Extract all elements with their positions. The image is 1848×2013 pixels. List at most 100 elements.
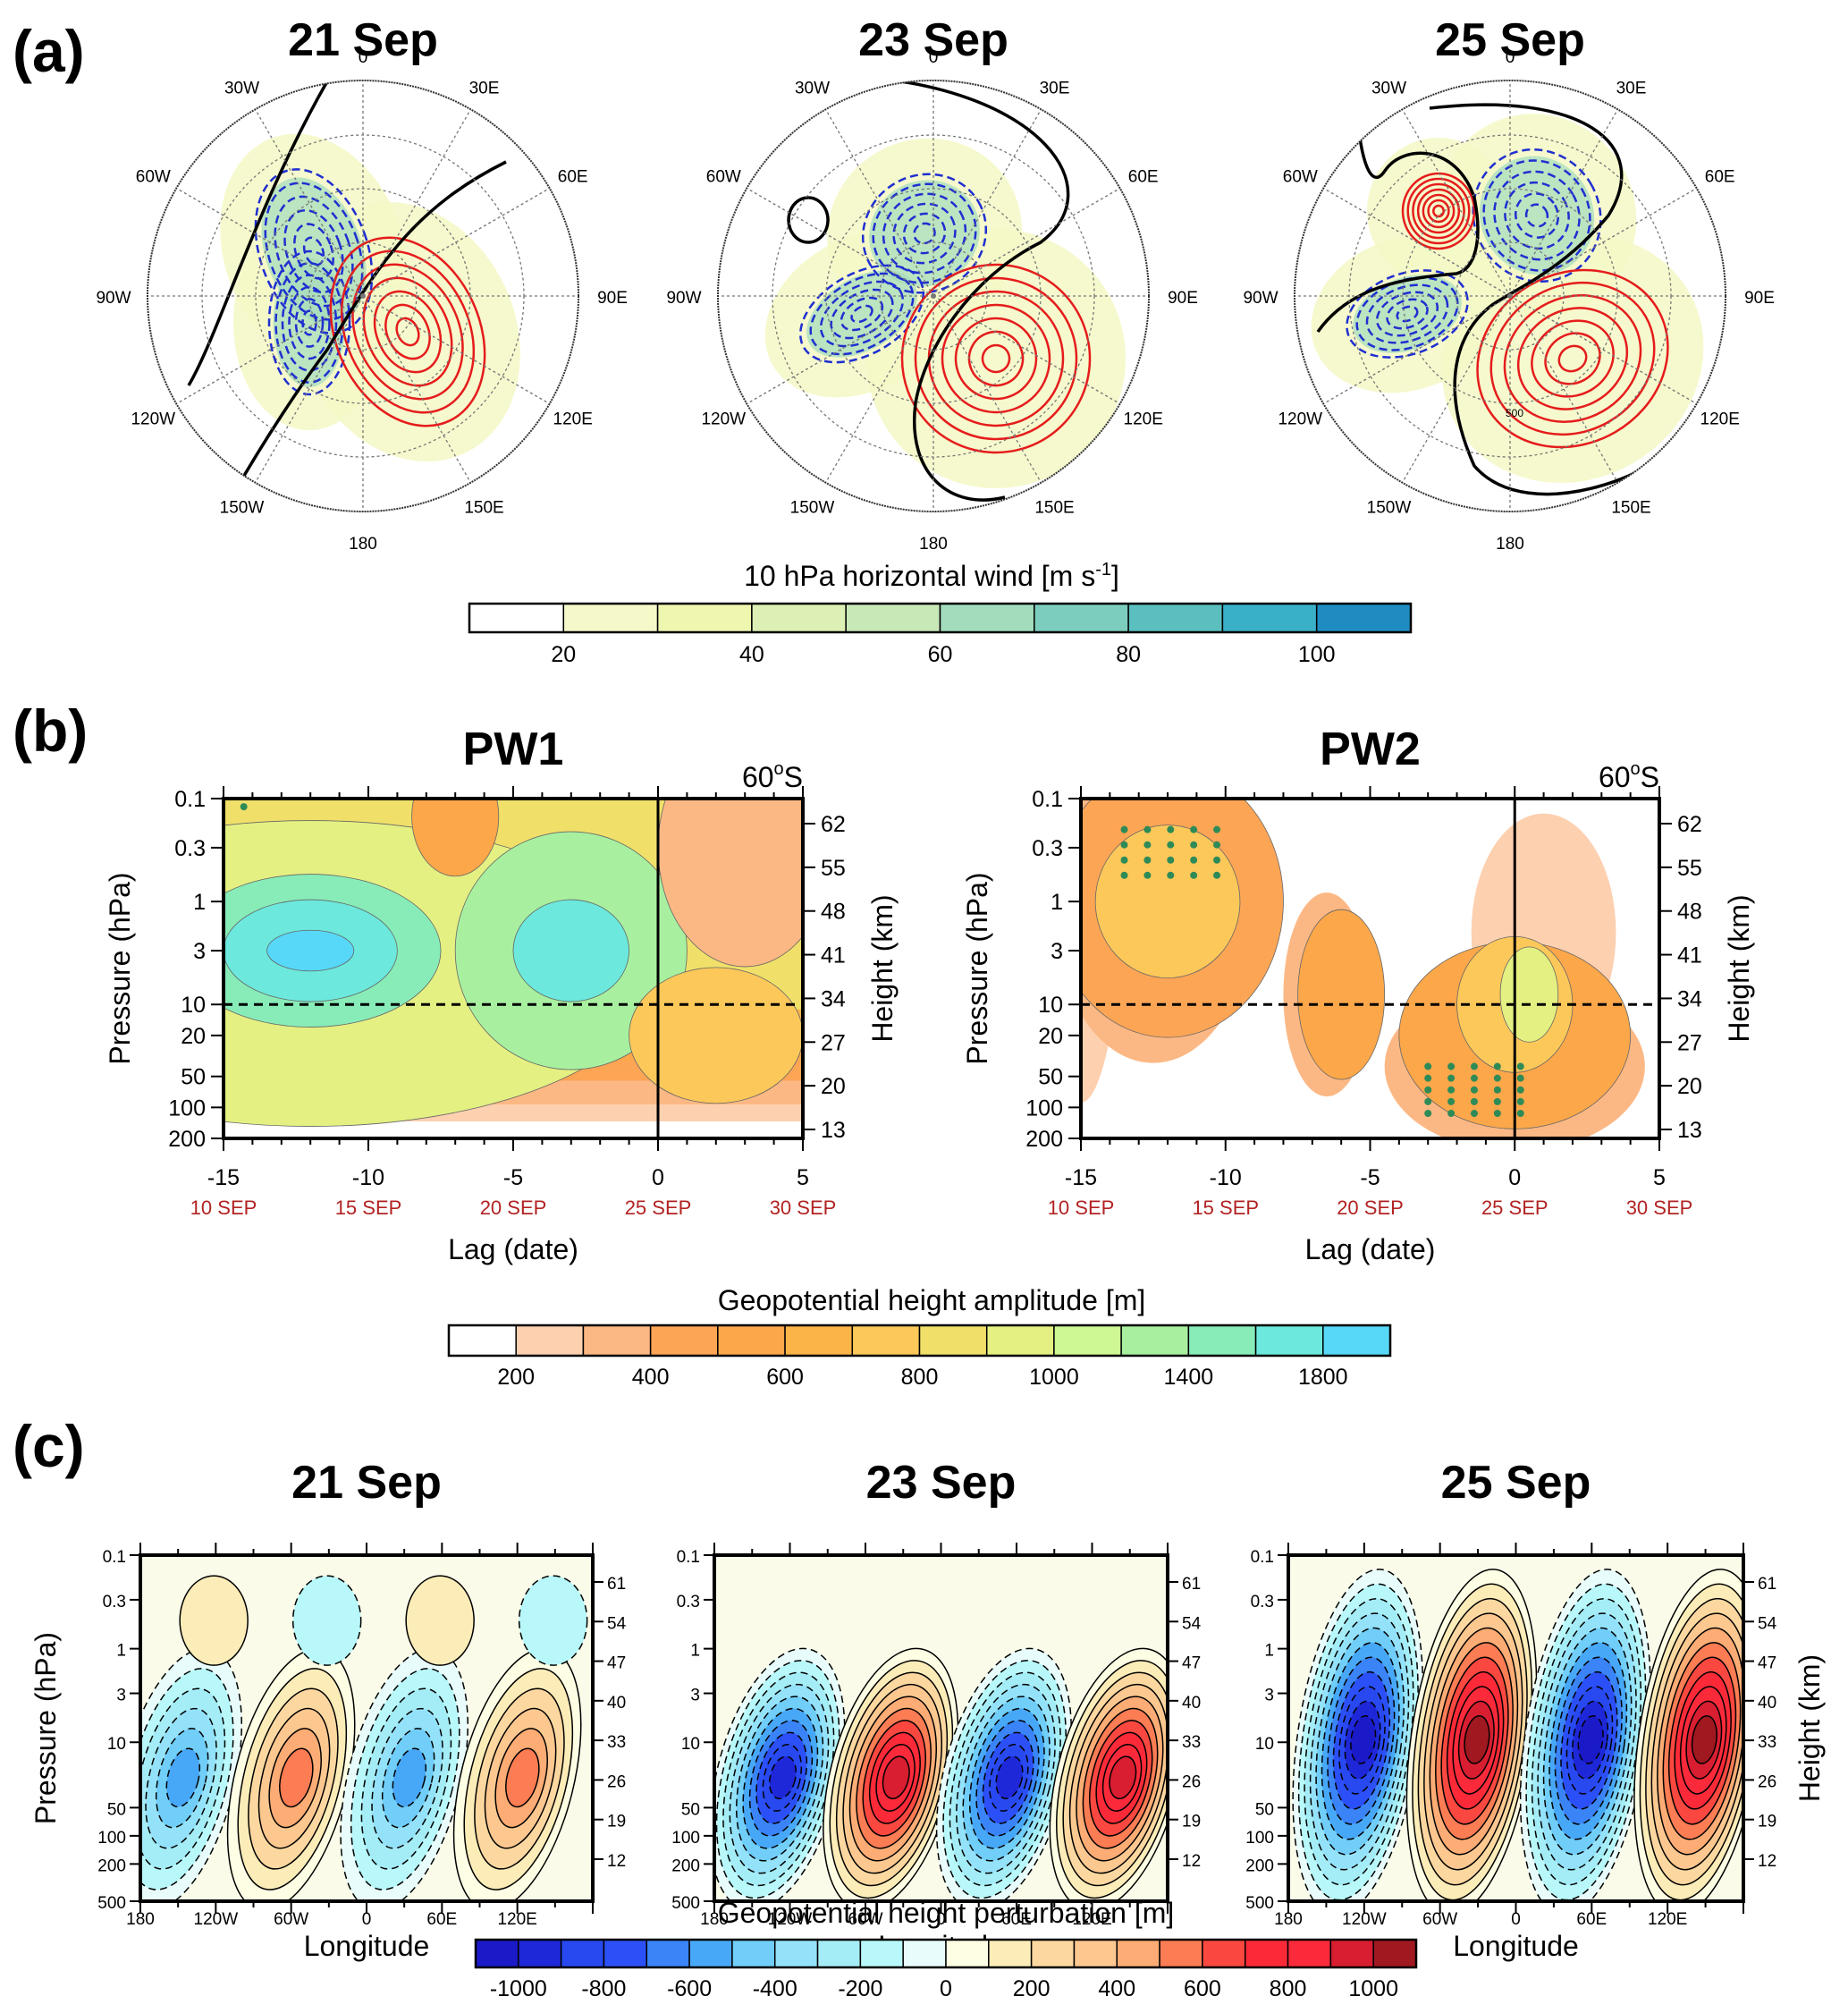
colorbar-a-title: 10 hPa horizontal wind [m s-1]: [744, 560, 1119, 592]
y-tick-label: 10: [107, 1735, 126, 1754]
y-tick-label: 10: [681, 1735, 700, 1754]
colorbar-c-box: [560, 1939, 605, 1968]
longitude-label: 180: [919, 535, 948, 554]
colorbar-c-tick-label: 200: [1013, 1976, 1051, 2001]
height-axis-label: Height (km): [1793, 1654, 1826, 1802]
significance-dot: [1470, 1086, 1478, 1094]
meridian-line: [824, 295, 934, 484]
colorbar-c-frame: [474, 1938, 1418, 1969]
y-tick-label: 10: [1255, 1735, 1274, 1754]
negative-contour: [1386, 298, 1429, 330]
longitude-label: 120W: [701, 410, 746, 429]
colorbar-c-tick-label: -400: [753, 1976, 797, 2001]
significance-dot: [1493, 1062, 1501, 1070]
colorbar-b-box: [1053, 1324, 1122, 1357]
negative-perturbation-contour: [769, 1755, 797, 1799]
significance-dot: [1493, 1110, 1501, 1118]
significance-dot: [1424, 1074, 1432, 1082]
y-tick-label: 0.1: [174, 787, 206, 812]
meridian-line: [1322, 295, 1511, 405]
meridian-line: [175, 187, 364, 297]
longitude-label: 90E: [1744, 289, 1775, 308]
colorbar-c-box: [902, 1939, 947, 1968]
height-tick-label: 33: [1182, 1733, 1201, 1752]
longitude-label: 30E: [1616, 79, 1647, 97]
negative-contour: [1514, 192, 1560, 239]
x-tick-label: 0: [1511, 1910, 1521, 1929]
meridian-line: [362, 295, 551, 405]
significance-dot: [1213, 841, 1221, 849]
wind-fill-60: [1479, 156, 1595, 275]
colorbar-c-box: [1372, 1939, 1417, 1968]
height-tick-label: 19: [1758, 1813, 1776, 1831]
negative-contour: [1396, 305, 1419, 323]
height-tick-label: 55: [1677, 856, 1702, 881]
longitude-label: 60W: [136, 168, 171, 187]
x-tick-label: 120W: [1342, 1910, 1387, 1929]
longitude-label: 30W: [795, 79, 830, 97]
height-tick-label: 54: [1758, 1614, 1777, 1633]
meridian-line: [175, 295, 364, 405]
meridian-line: [746, 295, 934, 405]
positive-contour: [1503, 294, 1642, 423]
height-tick-label: 62: [1677, 812, 1702, 837]
lag-panel-2: PW2 60oS -15 10 SEP -10 15 SEP -5 20 SEP 0 25 SEP…: [961, 723, 1755, 1265]
significance-dot: [1447, 1097, 1456, 1105]
height-tick-label: 26: [1758, 1772, 1776, 1791]
meridian-line: [932, 187, 1121, 297]
height-tick-label: 34: [821, 986, 846, 1011]
negative-contour: [902, 212, 947, 255]
longitude-label: 150E: [1034, 499, 1074, 518]
height-tick-label: 54: [1182, 1614, 1202, 1633]
colorbar-a-box: [562, 603, 659, 633]
colorbar-b-box: [448, 1324, 517, 1357]
wind-fill-20: [866, 229, 1126, 488]
wind-shading: [220, 133, 520, 462]
positive-perturbation-contour: [1109, 1755, 1137, 1799]
colorbar-b-box: [582, 1324, 652, 1357]
longitude-label: 30E: [1040, 79, 1070, 97]
y-tick-label: 200: [97, 1857, 126, 1875]
colorbar-c-tick-label: 0: [940, 1976, 952, 2001]
longitude-label: 120W: [131, 410, 175, 429]
positive-contour: [981, 343, 1011, 374]
negative-contour: [882, 192, 967, 275]
x-tick-label: 60E: [1576, 1910, 1607, 1929]
longitude-label: 150E: [464, 499, 503, 518]
significance-dot: [1167, 825, 1175, 833]
x-tick-label: 120W: [768, 1910, 813, 1929]
date-label: 30 SEP: [1626, 1197, 1693, 1219]
significance-dot: [1516, 1097, 1524, 1105]
colorbar-b-box: [1254, 1324, 1324, 1357]
zero-contour: [1316, 116, 1480, 334]
x-axis-label: Lag (date): [448, 1233, 578, 1265]
negative-contour: [264, 182, 364, 321]
x-tick-label: -5: [1360, 1165, 1380, 1190]
x-tick-label: 0: [936, 1910, 946, 1929]
significance-dot: [1190, 856, 1198, 864]
longitude-label: 150E: [1611, 499, 1650, 518]
negative-perturbation-contour: [392, 1747, 427, 1808]
positive-contour: [1432, 204, 1445, 218]
height-tick-label: 40: [607, 1694, 626, 1713]
x-tick-label: 5: [797, 1165, 809, 1190]
map-boundary: [717, 80, 1150, 512]
negative-contour: [1472, 148, 1602, 283]
colorbar-c-title: Geopotential height perturbation [m]: [718, 1897, 1175, 1929]
polar-map-body: [148, 80, 578, 512]
meridian-line: [824, 108, 934, 297]
y-tick-label: 100: [671, 1829, 700, 1848]
colorbar-b-tick-label: 1800: [1298, 1365, 1348, 1390]
significance-dot: [1143, 871, 1152, 879]
colorbar-c-tick-label: 800: [1270, 1976, 1307, 2001]
colorbar-b-frame: [447, 1324, 1392, 1358]
colorbar-c-box: [1030, 1939, 1076, 1968]
longitude-label: 150W: [220, 499, 265, 518]
y-tick-label: 100: [168, 1095, 206, 1121]
y-tick-label: 0.3: [1251, 1593, 1274, 1611]
colorbar-a-tick-label: 60: [928, 642, 953, 667]
significance-dot: [1120, 825, 1128, 833]
significance-dot: [240, 803, 248, 811]
significance-dot: [1447, 1062, 1456, 1070]
